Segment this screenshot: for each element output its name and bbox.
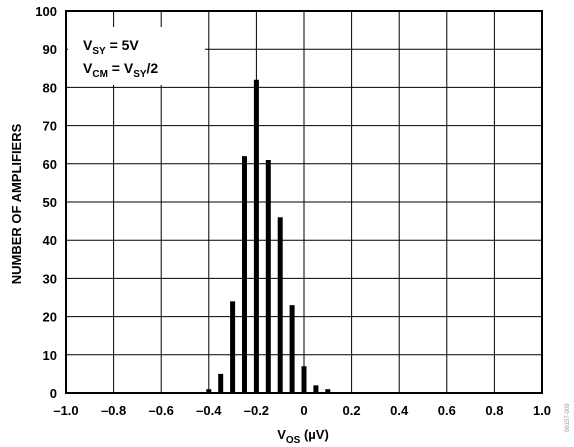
y-tick-label: 50 (43, 195, 57, 210)
bar (218, 373, 224, 393)
bar (230, 301, 236, 393)
bar (325, 389, 331, 393)
x-axis-title: VOS (µV) (277, 427, 329, 446)
bar (253, 79, 259, 393)
x-tick-label: 0.8 (485, 403, 503, 418)
bar (206, 389, 212, 393)
y-tick-label: 70 (43, 119, 57, 134)
x-tick-label: 0.4 (390, 403, 409, 418)
y-tick-label: 80 (43, 80, 57, 95)
x-tick-label: 0.6 (438, 403, 456, 418)
y-tick-label: 60 (43, 157, 57, 172)
figure-id-label: 06157-009 (565, 403, 571, 432)
x-tick-label: 0 (300, 403, 307, 418)
x-tick-label: 1.0 (533, 403, 551, 418)
bar (265, 159, 271, 393)
bars (206, 79, 331, 393)
y-tick-label: 90 (43, 42, 57, 57)
x-tick-label: –0.2 (244, 403, 269, 418)
y-tick-label: 100 (35, 4, 57, 19)
bar (289, 305, 295, 393)
y-tick-label: 40 (43, 233, 57, 248)
y-axis-title: NUMBER OF AMPLIFIERS (9, 123, 24, 284)
plot-frame (65, 10, 543, 394)
annotation-line-1: VSY = 5V (83, 37, 139, 57)
x-tick-label: –0.8 (101, 403, 126, 418)
bar (277, 217, 283, 393)
bar (313, 385, 319, 393)
annotation-line-2: VCM = VSY/2 (83, 60, 158, 80)
y-tick-labels: 0 10 20 30 40 50 60 70 80 90 100 (35, 4, 57, 401)
x-tick-labels: –1.0 –0.8 –0.6 –0.4 –0.2 0 0.2 0.4 0.6 0.8 1.0 (53, 403, 551, 418)
y-tick-label: 10 (43, 348, 57, 363)
x-tick-label: –0.6 (149, 403, 174, 418)
y-tick-label: 20 (43, 310, 57, 325)
annotation-box (68, 27, 205, 85)
bar (301, 366, 307, 393)
x-tick-label: 0.2 (343, 403, 361, 418)
y-tick-label: 0 (50, 386, 57, 401)
y-tick-label: 30 (43, 271, 57, 286)
x-tick-label: –1.0 (53, 403, 78, 418)
bar (242, 156, 247, 393)
x-tick-label: –0.4 (196, 403, 222, 418)
grid-lines (66, 11, 542, 393)
